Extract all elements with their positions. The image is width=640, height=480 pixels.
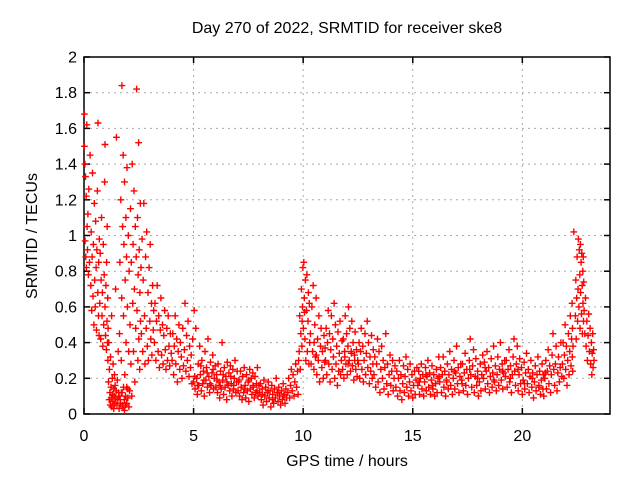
data-points xyxy=(81,82,598,414)
svg-text:0.2: 0.2 xyxy=(55,371,77,388)
svg-text:1.4: 1.4 xyxy=(55,157,77,174)
svg-text:0: 0 xyxy=(68,407,77,424)
svg-text:1.2: 1.2 xyxy=(55,192,77,209)
x-axis-label: GPS time / hours xyxy=(286,453,408,470)
svg-text:0.4: 0.4 xyxy=(55,335,77,352)
svg-text:5: 5 xyxy=(189,428,198,445)
svg-text:0.6: 0.6 xyxy=(55,299,77,316)
svg-text:1.8: 1.8 xyxy=(55,85,77,102)
chart-title: Day 270 of 2022, SRMTID for receiver ske… xyxy=(192,20,502,37)
svg-text:0.8: 0.8 xyxy=(55,264,77,281)
svg-text:15: 15 xyxy=(404,428,422,445)
svg-text:10: 10 xyxy=(294,428,312,445)
x-tick-labels: 0 5 10 15 20 xyxy=(80,428,532,445)
svg-text:0: 0 xyxy=(80,428,89,445)
svg-text:1: 1 xyxy=(68,228,77,245)
y-tick-labels: 0 0.2 0.4 0.6 0.8 1 1.2 1.4 1.6 1.8 2 xyxy=(55,50,77,424)
svg-text:2: 2 xyxy=(68,50,77,67)
svg-text:1.6: 1.6 xyxy=(55,121,77,138)
svg-text:20: 20 xyxy=(513,428,531,445)
y-axis-label: SRMTID / TECUs xyxy=(24,173,41,299)
plot-border xyxy=(83,56,611,415)
